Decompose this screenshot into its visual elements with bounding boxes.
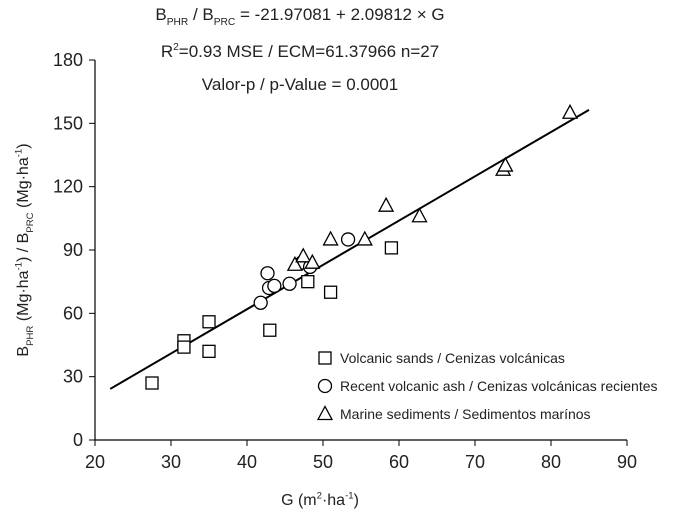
legend-label: Recent volcanic ash / Cenizas volcánicas… [340, 378, 658, 394]
y-tick-label: 150 [53, 113, 83, 133]
marker-square [202, 315, 216, 329]
y-tick-label: 180 [53, 50, 83, 70]
x-tick-label: 80 [541, 452, 561, 472]
marker-square [202, 344, 216, 358]
marker-triangle [497, 156, 514, 172]
annotation-part: 2 [173, 42, 179, 53]
x-tick-label: 30 [161, 452, 181, 472]
marker-square [263, 323, 277, 337]
marker-triangle [295, 247, 312, 263]
y-axis-label-part: -1 [14, 149, 25, 158]
y-tick-label: 120 [53, 177, 83, 197]
marker-square [318, 351, 332, 365]
marker-triangle [377, 196, 395, 212]
y-axis-label-part: B [15, 346, 32, 357]
x-axis-label: G (m2·ha-1) [281, 491, 359, 509]
marker-square [384, 241, 399, 255]
marker-triangle [322, 230, 339, 246]
x-tick-label: 70 [465, 452, 485, 472]
marker-triangle [561, 103, 579, 119]
annotation: R2=0.93 MSE / ECM=61.37966 n=27 [161, 42, 439, 61]
y-axis-label-part: ) [15, 143, 32, 148]
y-tick-label: 30 [63, 367, 83, 387]
marker-square [301, 275, 315, 289]
legend-label: Marine sediments / Sedimentos marínos [340, 406, 591, 422]
annotation-part: B [155, 5, 166, 24]
marker-circle [282, 276, 297, 291]
marker-circle [317, 378, 333, 394]
y-axis-label: BPHR (Mg·ha-1) / BPRC (Mg·ha-1) [14, 143, 36, 356]
x-axis-label-part: G (m [281, 492, 317, 509]
marker-triangle [304, 253, 321, 269]
annotation: BPHR / BPRC = -21.97081 + 2.09812 × G [155, 5, 444, 28]
legend-label: Volcanic sands / Cenizas volcánicas [340, 350, 565, 366]
marker-triangle [356, 230, 373, 246]
y-axis-label-part: PRC [25, 212, 36, 232]
marker-triangle [316, 405, 334, 421]
marker-square [145, 376, 159, 390]
marker-triangle [286, 255, 303, 271]
x-axis-label-part: ) [354, 492, 359, 509]
marker-triangle [411, 207, 428, 223]
annotation-part: = -21.97081 + 2.09812 × G [235, 5, 444, 24]
marker-circle [260, 266, 275, 281]
marker-circle [267, 278, 282, 294]
x-tick-label: 40 [237, 452, 257, 472]
x-tick-label: 60 [389, 452, 409, 472]
annotation-part: =0.93 MSE / ECM=61.37966 n=27 [179, 42, 439, 61]
annotation-part: PRC [214, 17, 236, 28]
marker-square [177, 340, 191, 354]
y-axis-label-part: -1 [14, 262, 25, 271]
x-axis-label-part: ·ha [322, 492, 345, 509]
y-tick-label: 90 [63, 240, 83, 260]
annotation-part: R [161, 42, 173, 61]
y-tick-label: 60 [63, 303, 83, 323]
annotation-part: / B [188, 5, 214, 24]
y-axis-label-part: (Mg·ha [15, 270, 32, 325]
annotation-part: PHR [167, 17, 189, 28]
x-axis-label-part: 2 [317, 491, 322, 502]
y-tick-label: 0 [73, 430, 83, 450]
marker-circle [340, 232, 356, 247]
y-axis-label-part: ) / B [15, 233, 32, 262]
annotation-part: Valor-p / p-Value = 0.0001 [202, 75, 398, 94]
x-tick-label: 50 [313, 452, 333, 472]
y-axis-label-part: PHR [25, 326, 36, 346]
x-tick-label: 20 [85, 452, 105, 472]
x-axis-label-part: -1 [345, 491, 354, 502]
annotation: Valor-p / p-Value = 0.0001 [202, 75, 398, 94]
marker-square [323, 285, 338, 299]
y-axis-label-part: (Mg·ha [15, 157, 32, 212]
marker-circle [253, 295, 268, 310]
x-tick-label: 90 [617, 452, 637, 472]
